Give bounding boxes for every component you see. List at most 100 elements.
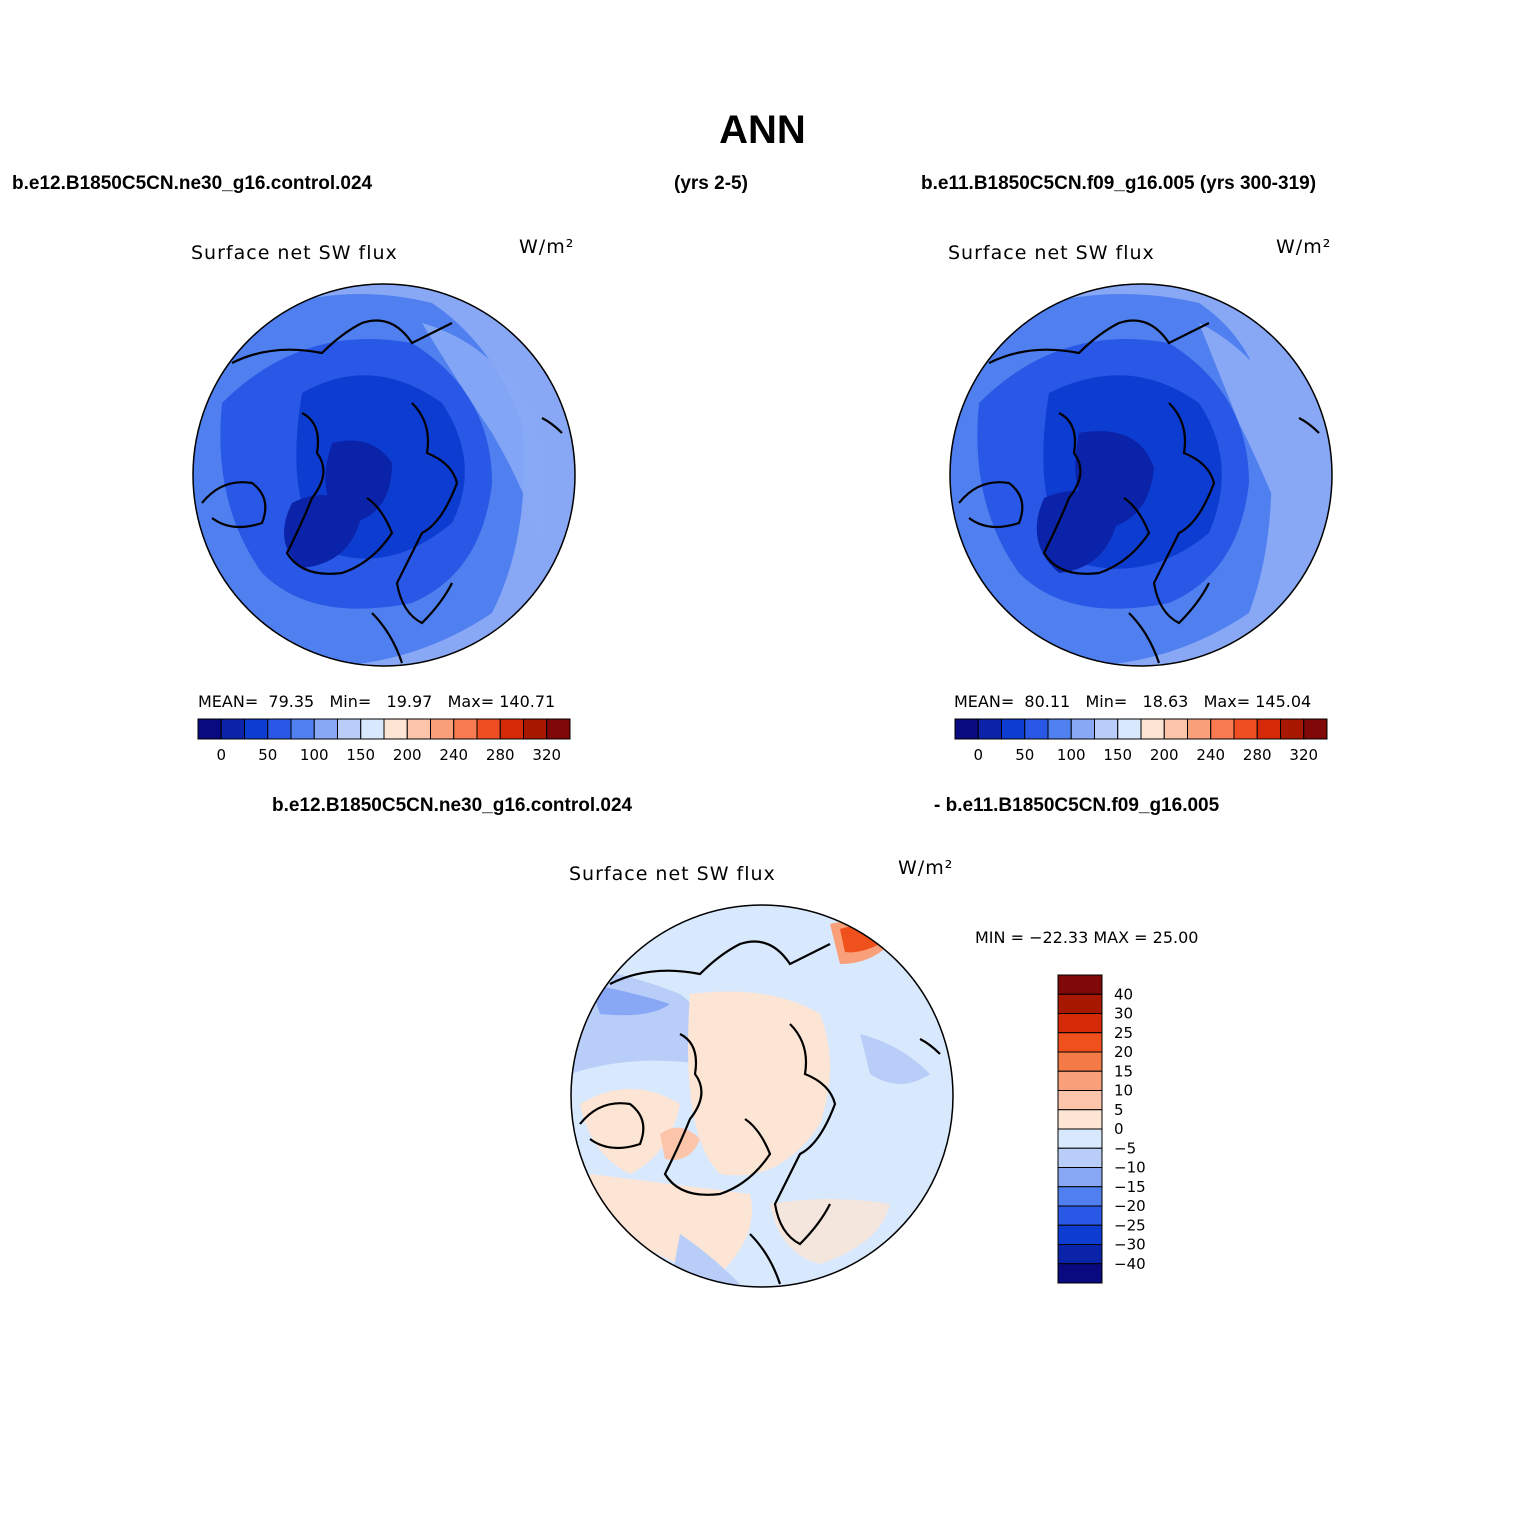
right-case-name: b.e11.B1850C5CN.f09_g16.005 (yrs 300-319… (921, 173, 1317, 194)
diff-colorbar-tick-label: −30 (1114, 1236, 1146, 1254)
panel2-colorbar-swatch (1163, 718, 1188, 740)
panel1-max-label: Max= (447, 692, 495, 711)
panel2-min-value: 18.63 (1142, 692, 1189, 711)
panel1-colorbar-tick-label: 150 (346, 746, 375, 764)
diff-colorbar-swatch (1057, 1205, 1103, 1226)
panel1-colorbar-swatch (267, 718, 292, 740)
left-case-years: (yrs 2-5) (674, 173, 748, 194)
panel2-colorbar-tick-label: 100 (1057, 746, 1086, 764)
panel2-colorbar-swatch (1001, 718, 1026, 740)
panel1-colorbar-tick-label: 0 (216, 746, 226, 764)
panel2-colorbar-swatch (1140, 718, 1165, 740)
panel1-min-label: Min= (329, 692, 372, 711)
panel2-stats: MEAN= 80.11 Min= 18.63 Max= 145.04 (954, 692, 1311, 711)
panel2-field (950, 284, 1332, 666)
panel1-colorbar-swatch (546, 718, 571, 740)
diff-colorbar-tick-label: −40 (1114, 1255, 1146, 1273)
panel1-colorbar-swatch (337, 718, 362, 740)
diff-colorbar-swatch (1057, 1167, 1103, 1188)
diff-case-right: - b.e11.B1850C5CN.f09_g16.005 (934, 795, 1220, 816)
panel1-coastlines (201, 319, 563, 664)
panel2-max-label: Max= (1203, 692, 1251, 711)
diff-units-label: W/m² (898, 857, 954, 879)
panel1-colorbar-swatch (383, 718, 408, 740)
panel2-colorbar-swatch (1187, 718, 1212, 740)
panel1-colorbar-swatch (476, 718, 501, 740)
panel1-units-label: W/m² (519, 236, 575, 258)
diff-colorbar-tick-label: 15 (1114, 1062, 1133, 1080)
panel1-colorbar-tick-label: 320 (532, 746, 561, 764)
panel2-colorbar-swatch (1094, 718, 1119, 740)
diff-colorbar-swatch (1057, 1109, 1103, 1130)
panel2-colorbar-swatch (954, 718, 979, 740)
panel2-colorbar-swatch (1303, 718, 1328, 740)
panel2-colorbar-tick-label: 320 (1289, 746, 1318, 764)
panel2-colorbar-tick-label: 240 (1196, 746, 1225, 764)
panel2-mean-value: 80.11 (1024, 692, 1071, 711)
panel2-min-label: Min= (1085, 692, 1128, 711)
panel2-colorbar-swatch (1024, 718, 1049, 740)
panel2-colorbar-tick-label: 150 (1103, 746, 1132, 764)
diff-colorbar-tick-label: −15 (1114, 1178, 1146, 1196)
panel1-field (193, 284, 575, 666)
panel2-colorbar-tick-label: 50 (1015, 746, 1034, 764)
diff-colorbar-tick-label: −25 (1114, 1216, 1146, 1234)
diff-case-left: b.e12.B1850C5CN.ne30_g16.control.024 (272, 795, 633, 816)
diff-minmax: MIN = −22.33 MAX = 25.00 (975, 928, 1199, 947)
panel1-colorbar-tick-label: 280 (486, 746, 515, 764)
panel1-colorbar-tick-label: 240 (439, 746, 468, 764)
panel2-colorbar-swatch (1070, 718, 1095, 740)
panel2-colorbar-swatch (1256, 718, 1281, 740)
panel1-colorbar-swatch (220, 718, 245, 740)
panel1-colorbar-swatch (523, 718, 548, 740)
panel1-mean-label: MEAN= (198, 692, 259, 711)
diff-colorbar-swatch (1057, 1070, 1103, 1091)
diff-variable-label: Surface net SW flux (569, 863, 776, 885)
diff-colorbar-tick-label: 25 (1114, 1024, 1133, 1042)
diff-polar-map (570, 904, 954, 1288)
page-title: ANN (719, 108, 806, 152)
left-case-name: b.e12.B1850C5CN.ne30_g16.control.024 (12, 173, 373, 194)
panel1-colorbar-swatch (313, 718, 338, 740)
panel2-colorbar-swatch (1280, 718, 1305, 740)
diff-colorbar-tick-label: 0 (1114, 1120, 1124, 1138)
panel1-colorbar-swatch (197, 718, 222, 740)
diff-colorbar-swatch (1057, 1244, 1103, 1265)
panel2-colorbar-tick-label: 200 (1150, 746, 1179, 764)
panel1-polar-map (192, 283, 576, 667)
diff-colorbar-swatch (1057, 974, 1103, 995)
panel2-colorbar-tick-label: 280 (1243, 746, 1272, 764)
diff-colorbar-swatch (1057, 993, 1103, 1014)
panel2-variable-label: Surface net SW flux (948, 242, 1155, 264)
diff-field (571, 905, 953, 1287)
panel2-colorbar-swatch (1047, 718, 1072, 740)
panel2-colorbar-tick-label: 0 (973, 746, 983, 764)
diff-colorbar-tick-label: −20 (1114, 1197, 1146, 1215)
diff-colorbar-tick-label: 10 (1114, 1082, 1133, 1100)
panel2-colorbar-swatch (1117, 718, 1142, 740)
panel1-colorbar-swatch (290, 718, 315, 740)
panel2-colorbar-swatch (1210, 718, 1235, 740)
diff-colorbar-tick-label: −10 (1114, 1159, 1146, 1177)
diff-coastlines (579, 940, 941, 1285)
diff-colorbar-swatch (1057, 1128, 1103, 1149)
diff-colorbar-swatch (1057, 1051, 1103, 1072)
panel1-colorbar-swatch (360, 718, 385, 740)
panel1-colorbar-swatch (244, 718, 269, 740)
panel1-max-value: 140.71 (499, 692, 556, 711)
panel2-polar-map (949, 283, 1333, 667)
panel1-variable-label: Surface net SW flux (191, 242, 398, 264)
panel1-colorbar-swatch (453, 718, 478, 740)
diff-colorbar-tick-label: 5 (1114, 1101, 1124, 1119)
panel1-min-value: 19.97 (386, 692, 433, 711)
diff-colorbar-swatch (1057, 1013, 1103, 1034)
panel1-stats: MEAN= 79.35 Min= 19.97 Max= 140.71 (198, 692, 555, 711)
diff-colorbar-swatch (1057, 1032, 1103, 1053)
panel2-mean-label: MEAN= (954, 692, 1015, 711)
panel2-coastlines (958, 319, 1320, 664)
diff-colorbar-tick-label: 30 (1114, 1005, 1133, 1023)
panel1-mean-value: 79.35 (268, 692, 315, 711)
panel1-colorbar-tick-label: 200 (393, 746, 422, 764)
diff-colorbar-tick-label: −5 (1114, 1139, 1136, 1157)
